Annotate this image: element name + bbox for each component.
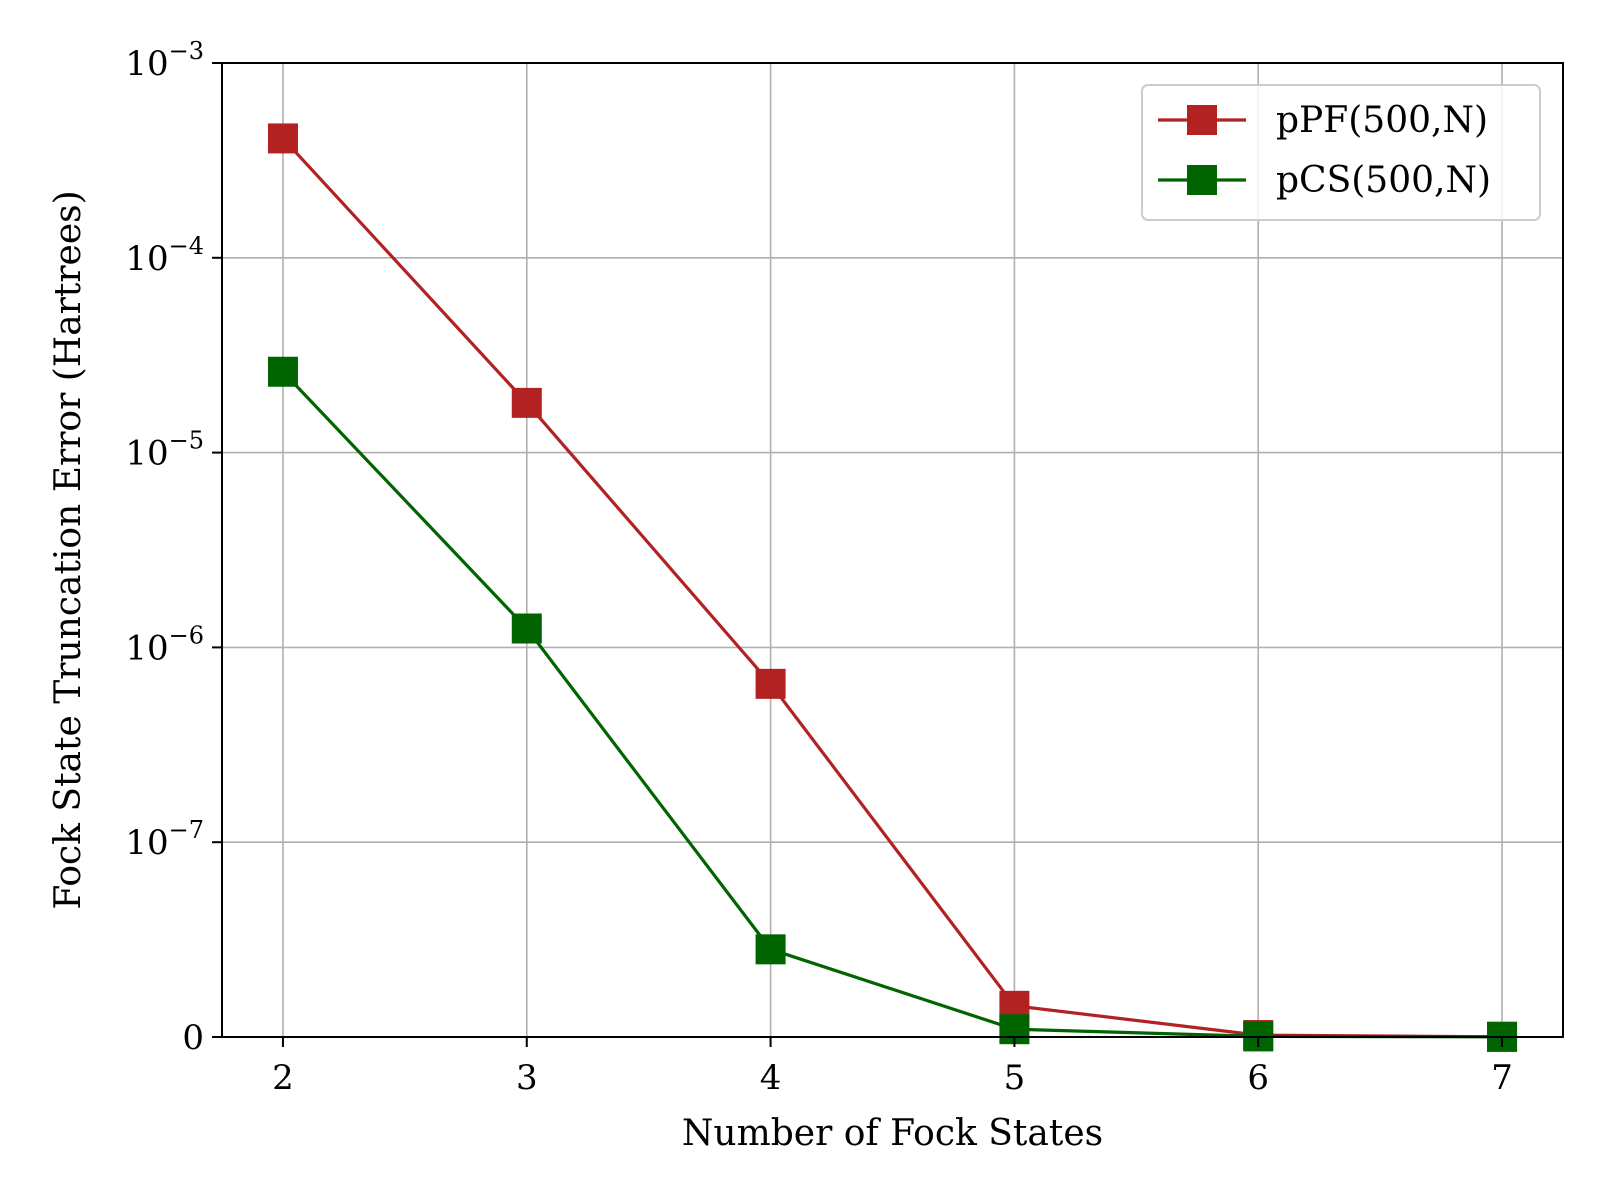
x-tick-label: 7 xyxy=(1491,1058,1513,1098)
legend-label: pCS(500,N) xyxy=(1276,160,1491,201)
data-point xyxy=(267,123,298,154)
legend: pPF(500,N) pCS(500,N) xyxy=(1141,84,1541,221)
plot-frame xyxy=(221,62,1564,1038)
grid xyxy=(222,62,1563,1038)
y-axis-title: Fock State Truncation Error (Hartrees) xyxy=(48,190,89,909)
legend-item: pCS(500,N) xyxy=(1158,160,1491,201)
x-tick-label: 4 xyxy=(760,1058,782,1098)
x-axis: 2 3 4 5 6 7 xyxy=(272,1037,1513,1098)
y-axis: 0 10−7 10−6 10−5 10−4 10−3 xyxy=(125,37,222,1058)
x-tick-label: 2 xyxy=(272,1058,294,1098)
y-tick-label: 10−3 xyxy=(125,37,204,84)
y-tick-label: 0 xyxy=(182,1018,204,1058)
data-point xyxy=(511,387,542,418)
data-point xyxy=(267,356,298,387)
legend-marker xyxy=(1187,105,1217,135)
y-tick-label: 10−6 xyxy=(125,621,204,668)
y-tick-label: 10−4 xyxy=(125,232,204,279)
x-tick-label: 6 xyxy=(1247,1058,1269,1098)
data-point xyxy=(755,668,786,699)
legend-marker xyxy=(1187,165,1217,195)
x-tick-label: 5 xyxy=(1004,1058,1026,1098)
x-axis-title: Number of Fock States xyxy=(682,1113,1103,1154)
data-point xyxy=(511,613,542,644)
legend-label: pPF(500,N) xyxy=(1276,100,1488,141)
y-tick-label: 10−7 xyxy=(125,816,204,863)
y-tick-label: 10−5 xyxy=(125,427,204,474)
data-point xyxy=(755,934,786,965)
x-tick-label: 3 xyxy=(516,1058,538,1098)
legend-item: pPF(500,N) xyxy=(1158,100,1488,141)
